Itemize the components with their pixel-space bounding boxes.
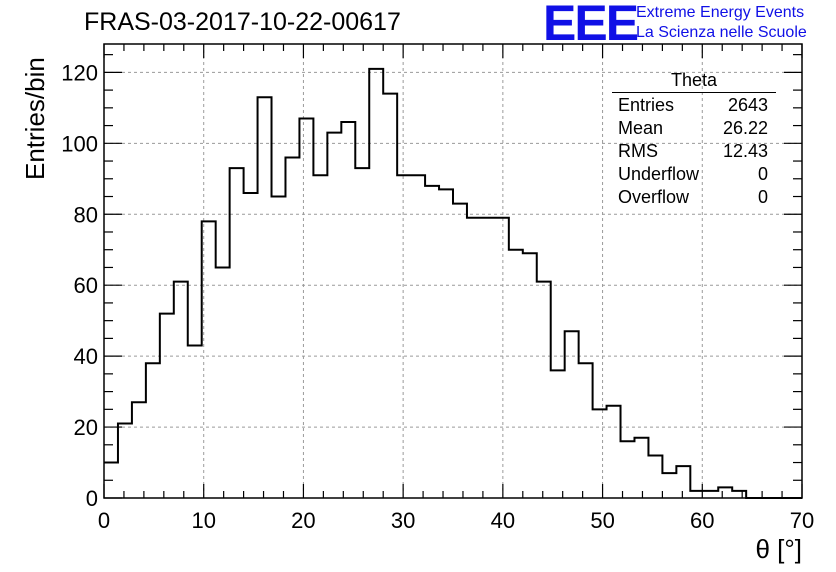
x-axis-label: θ [°] [755, 534, 802, 564]
y-tick-label: 120 [61, 60, 98, 85]
x-tick-label: 40 [491, 508, 515, 533]
logo-line-1: Extreme Energy Events [636, 4, 805, 21]
stats-row-underflow: Underflow 0 [612, 163, 776, 186]
stats-title: Theta [612, 70, 776, 93]
chart-title: FRAS-03-2017-10-22-00617 [84, 8, 401, 36]
logo-line-2: La Scienza nelle Scuole [636, 24, 807, 41]
stats-row-rms: RMS 12.43 [612, 140, 776, 163]
y-tick-label: 0 [86, 486, 98, 511]
stats-box: Theta Entries 2643 Mean 26.22 RMS 12.43 … [612, 70, 776, 209]
x-tick-label: 70 [790, 508, 814, 533]
stats-label: Underflow [618, 164, 700, 184]
stats-value: 12.43 [722, 141, 768, 161]
y-tick-label: 100 [61, 131, 98, 156]
stats-row-overflow: Overflow 0 [612, 186, 776, 209]
x-tick-label: 0 [98, 508, 110, 533]
y-tick-label: 80 [74, 202, 98, 227]
x-tick-label: 50 [590, 508, 614, 533]
eee-logo: EEE [543, 0, 639, 51]
stats-value: 0 [757, 187, 768, 207]
stats-value: 2643 [727, 95, 768, 115]
y-tick-label: 40 [74, 344, 98, 369]
stats-label: Mean [618, 118, 664, 138]
stats-label: Overflow [618, 187, 690, 207]
stats-value: 0 [757, 164, 768, 184]
y-tick-label: 60 [74, 273, 98, 298]
x-tick-label: 60 [690, 508, 714, 533]
stats-value: 26.22 [722, 118, 768, 138]
stats-label: RMS [618, 141, 658, 161]
stats-row-entries: Entries 2643 [612, 94, 776, 117]
grid-lines [104, 44, 802, 498]
stats-label: Entries [618, 95, 675, 115]
x-tick-label: 20 [291, 508, 315, 533]
stats-row-mean: Mean 26.22 [612, 117, 776, 140]
plot-frame [103, 43, 803, 499]
y-axis-label: Entries/bin [20, 57, 50, 180]
x-tick-label: 30 [391, 508, 415, 533]
axis-tick-labels: 0 10 20 30 40 50 60 70 0 20 40 60 80 100 120 [61, 60, 814, 533]
y-tick-label: 20 [74, 415, 98, 440]
axis-ticks [103, 44, 803, 499]
x-tick-label: 10 [191, 508, 215, 533]
histogram-step-line [104, 67, 802, 499]
